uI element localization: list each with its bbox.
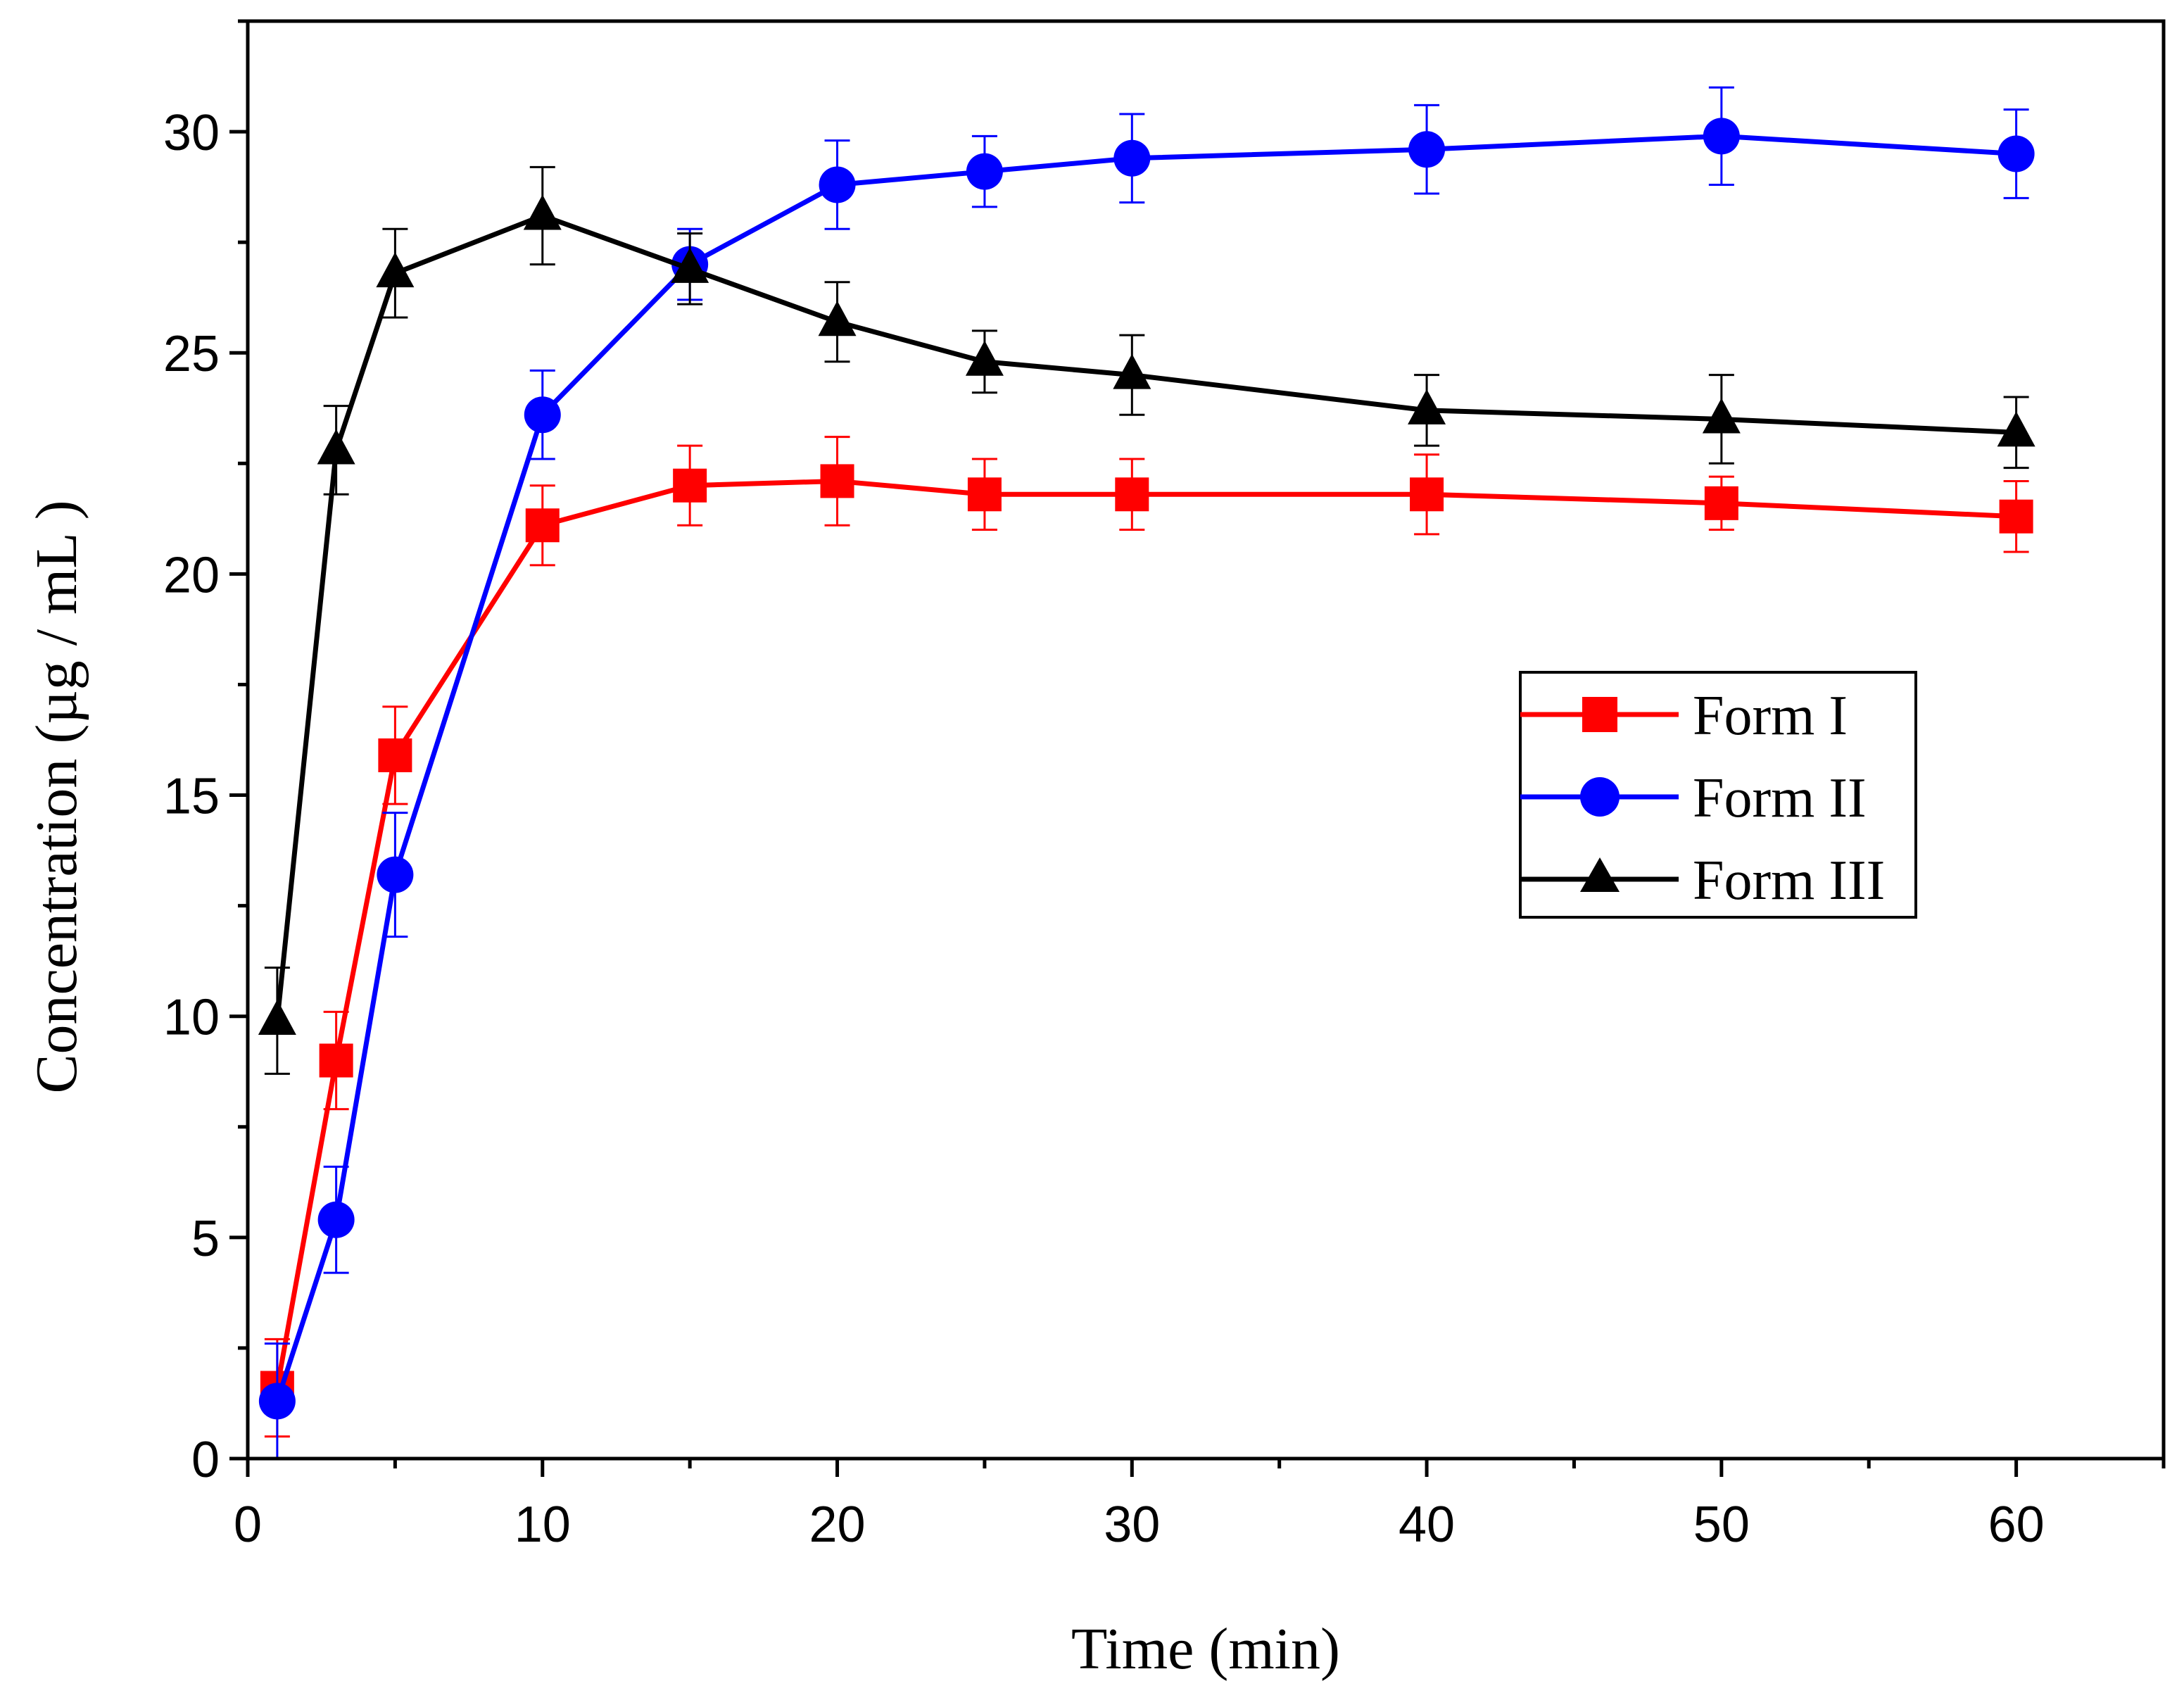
data-point-form-ii	[966, 153, 1003, 190]
y-tick-label: 5	[191, 1211, 220, 1267]
legend-entry-form-i: Form I	[1520, 685, 1848, 747]
legend-label-form-ii: Form II	[1693, 767, 1867, 829]
data-point-form-ii	[1113, 139, 1151, 177]
data-point-form-iii	[258, 999, 296, 1035]
data-point-form-iii	[1113, 353, 1151, 389]
data-point-form-i	[378, 738, 412, 772]
legend-marker-form-ii	[1580, 777, 1620, 817]
x-tick-label: 10	[515, 1497, 571, 1553]
data-point-form-ii	[258, 1383, 296, 1420]
x-axis-title: Time (min)	[1071, 1616, 1340, 1682]
y-axis-title: Concentration (µg / mL )	[24, 500, 89, 1093]
x-tick-label: 30	[1104, 1497, 1160, 1553]
data-point-form-ii	[1408, 131, 1446, 168]
data-point-form-ii	[377, 856, 414, 893]
plot-area-frame	[246, 19, 2166, 1461]
data-point-form-i	[319, 1043, 353, 1078]
series-form-ii	[258, 86, 2035, 1460]
x-tick-label: 0	[234, 1497, 262, 1553]
x-tick-label: 60	[1988, 1497, 2045, 1553]
y-tick-label: 15	[163, 769, 220, 825]
data-point-form-i	[1704, 486, 1738, 520]
y-tick-label: 10	[163, 990, 220, 1046]
data-point-form-i	[1115, 477, 1149, 512]
legend-label-form-i: Form I	[1693, 685, 1848, 747]
data-point-form-i	[1999, 499, 2033, 534]
data-point-form-ii	[819, 166, 856, 203]
data-point-form-ii	[1997, 135, 2035, 172]
y-tick-label: 0	[191, 1432, 220, 1488]
data-point-form-iii	[671, 247, 709, 283]
data-point-form-ii	[317, 1201, 355, 1238]
data-point-form-iii	[965, 340, 1004, 376]
x-tick-label: 50	[1693, 1497, 1750, 1553]
legend-entry-form-ii: Form II	[1520, 767, 1867, 829]
legend: Form I Form II Form III	[1519, 671, 1917, 919]
data-point-form-iii	[376, 252, 415, 288]
legend-marker-form-iii	[1580, 857, 1620, 892]
data-point-form-iii	[1997, 411, 2035, 447]
data-point-form-i	[673, 468, 707, 503]
data-point-form-i	[820, 464, 854, 498]
y-tick-label: 25	[163, 326, 220, 382]
series-layer	[258, 86, 2035, 1460]
data-point-form-i	[1410, 477, 1444, 512]
legend-marker-form-i	[1582, 697, 1617, 732]
tick-labels: 0 10 20 30 40 50 60 0 5 10 15 20 25 30	[163, 105, 2045, 1553]
data-point-form-iii	[818, 301, 857, 336]
data-point-form-i	[967, 477, 1002, 512]
data-point-form-iii	[1408, 389, 1446, 424]
data-point-form-ii	[1703, 118, 1740, 155]
data-point-form-iii	[317, 429, 355, 465]
legend-label-form-iii: Form III	[1693, 850, 1885, 912]
y-tick-label: 20	[163, 547, 220, 603]
series-form-iii	[258, 165, 2035, 1075]
y-tick-label: 30	[163, 105, 220, 161]
x-tick-label: 20	[809, 1497, 865, 1553]
data-point-form-ii	[524, 396, 561, 434]
legend-entry-form-iii: Form III	[1520, 850, 1885, 912]
data-point-form-iii	[523, 194, 562, 230]
series-form-i	[260, 436, 2033, 1438]
data-point-form-i	[525, 508, 560, 543]
data-point-form-iii	[1702, 398, 1741, 434]
x-tick-label: 40	[1399, 1497, 1455, 1553]
